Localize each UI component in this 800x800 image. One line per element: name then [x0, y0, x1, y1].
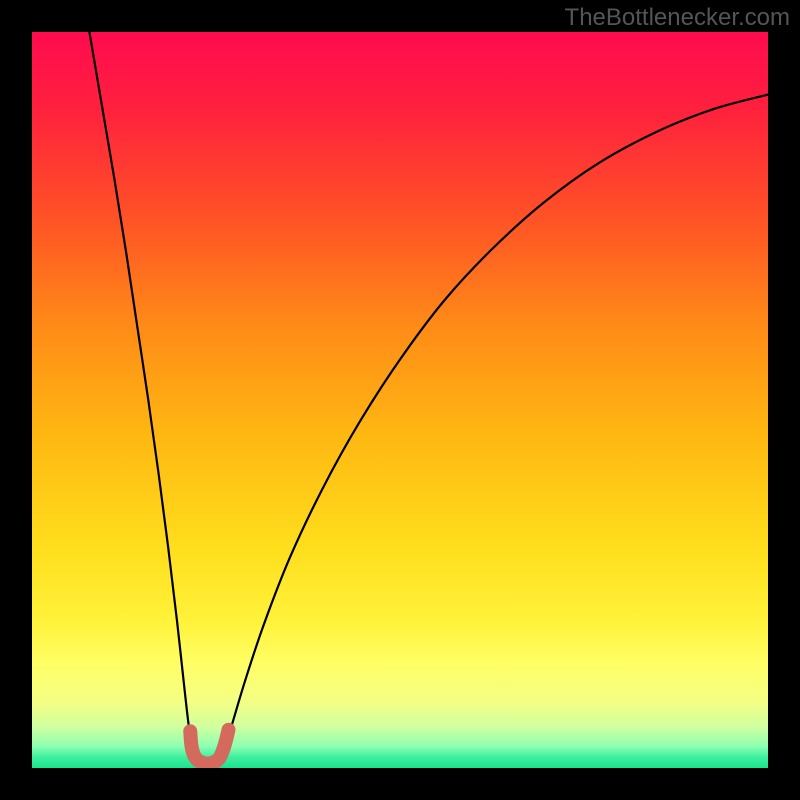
bottleneck-chart	[0, 0, 800, 800]
watermark-text: TheBottlenecker.com	[565, 4, 790, 32]
chart-frame: TheBottlenecker.com	[0, 0, 800, 800]
chart-background-gradient	[32, 32, 768, 768]
